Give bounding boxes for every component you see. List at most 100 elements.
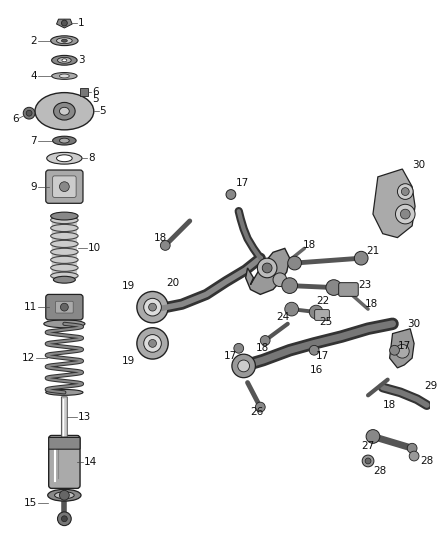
Polygon shape [390,329,414,368]
Circle shape [144,298,161,316]
Circle shape [354,252,368,265]
Text: 18: 18 [383,400,396,410]
FancyBboxPatch shape [53,176,76,197]
Circle shape [407,443,417,453]
Circle shape [60,490,69,500]
Ellipse shape [52,55,77,65]
Circle shape [362,455,374,467]
Text: 25: 25 [319,317,332,327]
Polygon shape [373,169,415,238]
Circle shape [401,188,409,196]
Ellipse shape [57,38,72,44]
Text: 5: 5 [92,94,99,104]
Text: 29: 29 [424,381,437,391]
Text: 15: 15 [24,498,37,508]
Text: 19: 19 [122,356,135,366]
Text: 24: 24 [276,312,289,322]
Circle shape [255,402,265,412]
FancyBboxPatch shape [46,170,83,203]
Polygon shape [246,248,290,294]
FancyBboxPatch shape [56,301,73,313]
Text: 18: 18 [255,343,268,353]
Text: 17: 17 [224,351,237,361]
Text: 18: 18 [302,240,316,251]
Circle shape [234,343,244,353]
Text: 13: 13 [78,412,92,422]
Text: 10: 10 [88,243,101,253]
Circle shape [60,303,68,311]
Ellipse shape [47,152,82,164]
Ellipse shape [55,492,74,499]
Circle shape [273,273,287,287]
FancyBboxPatch shape [314,310,329,320]
Text: 17: 17 [236,177,249,188]
Ellipse shape [57,155,72,161]
Text: 14: 14 [84,457,97,467]
Text: 28: 28 [373,466,386,476]
Circle shape [365,458,371,464]
Ellipse shape [60,138,69,143]
Text: 30: 30 [407,319,420,329]
Text: 19: 19 [122,280,135,290]
Text: 27: 27 [361,441,374,451]
Ellipse shape [48,489,81,501]
Circle shape [258,258,277,278]
Circle shape [366,430,380,443]
Circle shape [238,360,250,372]
Circle shape [396,204,415,224]
Text: 2: 2 [30,36,37,46]
Circle shape [148,340,156,348]
Ellipse shape [53,276,75,283]
Circle shape [60,182,69,191]
Circle shape [326,280,342,295]
Text: 23: 23 [358,280,371,289]
Text: 28: 28 [420,456,433,466]
Text: 20: 20 [166,278,180,288]
Circle shape [397,184,413,199]
FancyBboxPatch shape [46,294,83,320]
Ellipse shape [62,59,67,62]
Ellipse shape [61,39,67,42]
Text: 5: 5 [99,106,106,116]
Ellipse shape [44,320,85,328]
Circle shape [309,305,323,319]
Circle shape [400,209,410,219]
Text: 4: 4 [30,71,37,81]
Text: 21: 21 [366,246,379,256]
FancyBboxPatch shape [49,435,80,488]
Ellipse shape [53,136,76,145]
FancyBboxPatch shape [61,397,67,437]
Ellipse shape [51,36,78,46]
Text: 6: 6 [92,87,99,96]
FancyBboxPatch shape [52,217,77,279]
Circle shape [262,263,272,273]
FancyBboxPatch shape [49,438,80,449]
Circle shape [23,107,35,119]
Circle shape [26,110,32,116]
Circle shape [396,344,409,358]
Circle shape [61,516,67,522]
Text: 26: 26 [251,407,264,417]
Circle shape [288,256,301,270]
Text: 6: 6 [13,114,19,124]
Polygon shape [57,19,72,28]
Circle shape [282,278,297,294]
Ellipse shape [46,390,83,395]
Ellipse shape [51,212,78,220]
Text: 11: 11 [24,302,37,312]
Circle shape [57,512,71,526]
Ellipse shape [35,93,94,130]
Ellipse shape [60,107,69,115]
Circle shape [137,292,168,323]
Text: 9: 9 [30,182,37,192]
Circle shape [260,336,270,345]
Text: 30: 30 [412,160,425,170]
Text: 18: 18 [153,232,167,243]
Ellipse shape [52,72,77,79]
Ellipse shape [53,102,75,120]
Circle shape [148,303,156,311]
Circle shape [309,345,319,355]
Ellipse shape [60,74,69,78]
Circle shape [232,354,255,378]
Circle shape [226,190,236,199]
